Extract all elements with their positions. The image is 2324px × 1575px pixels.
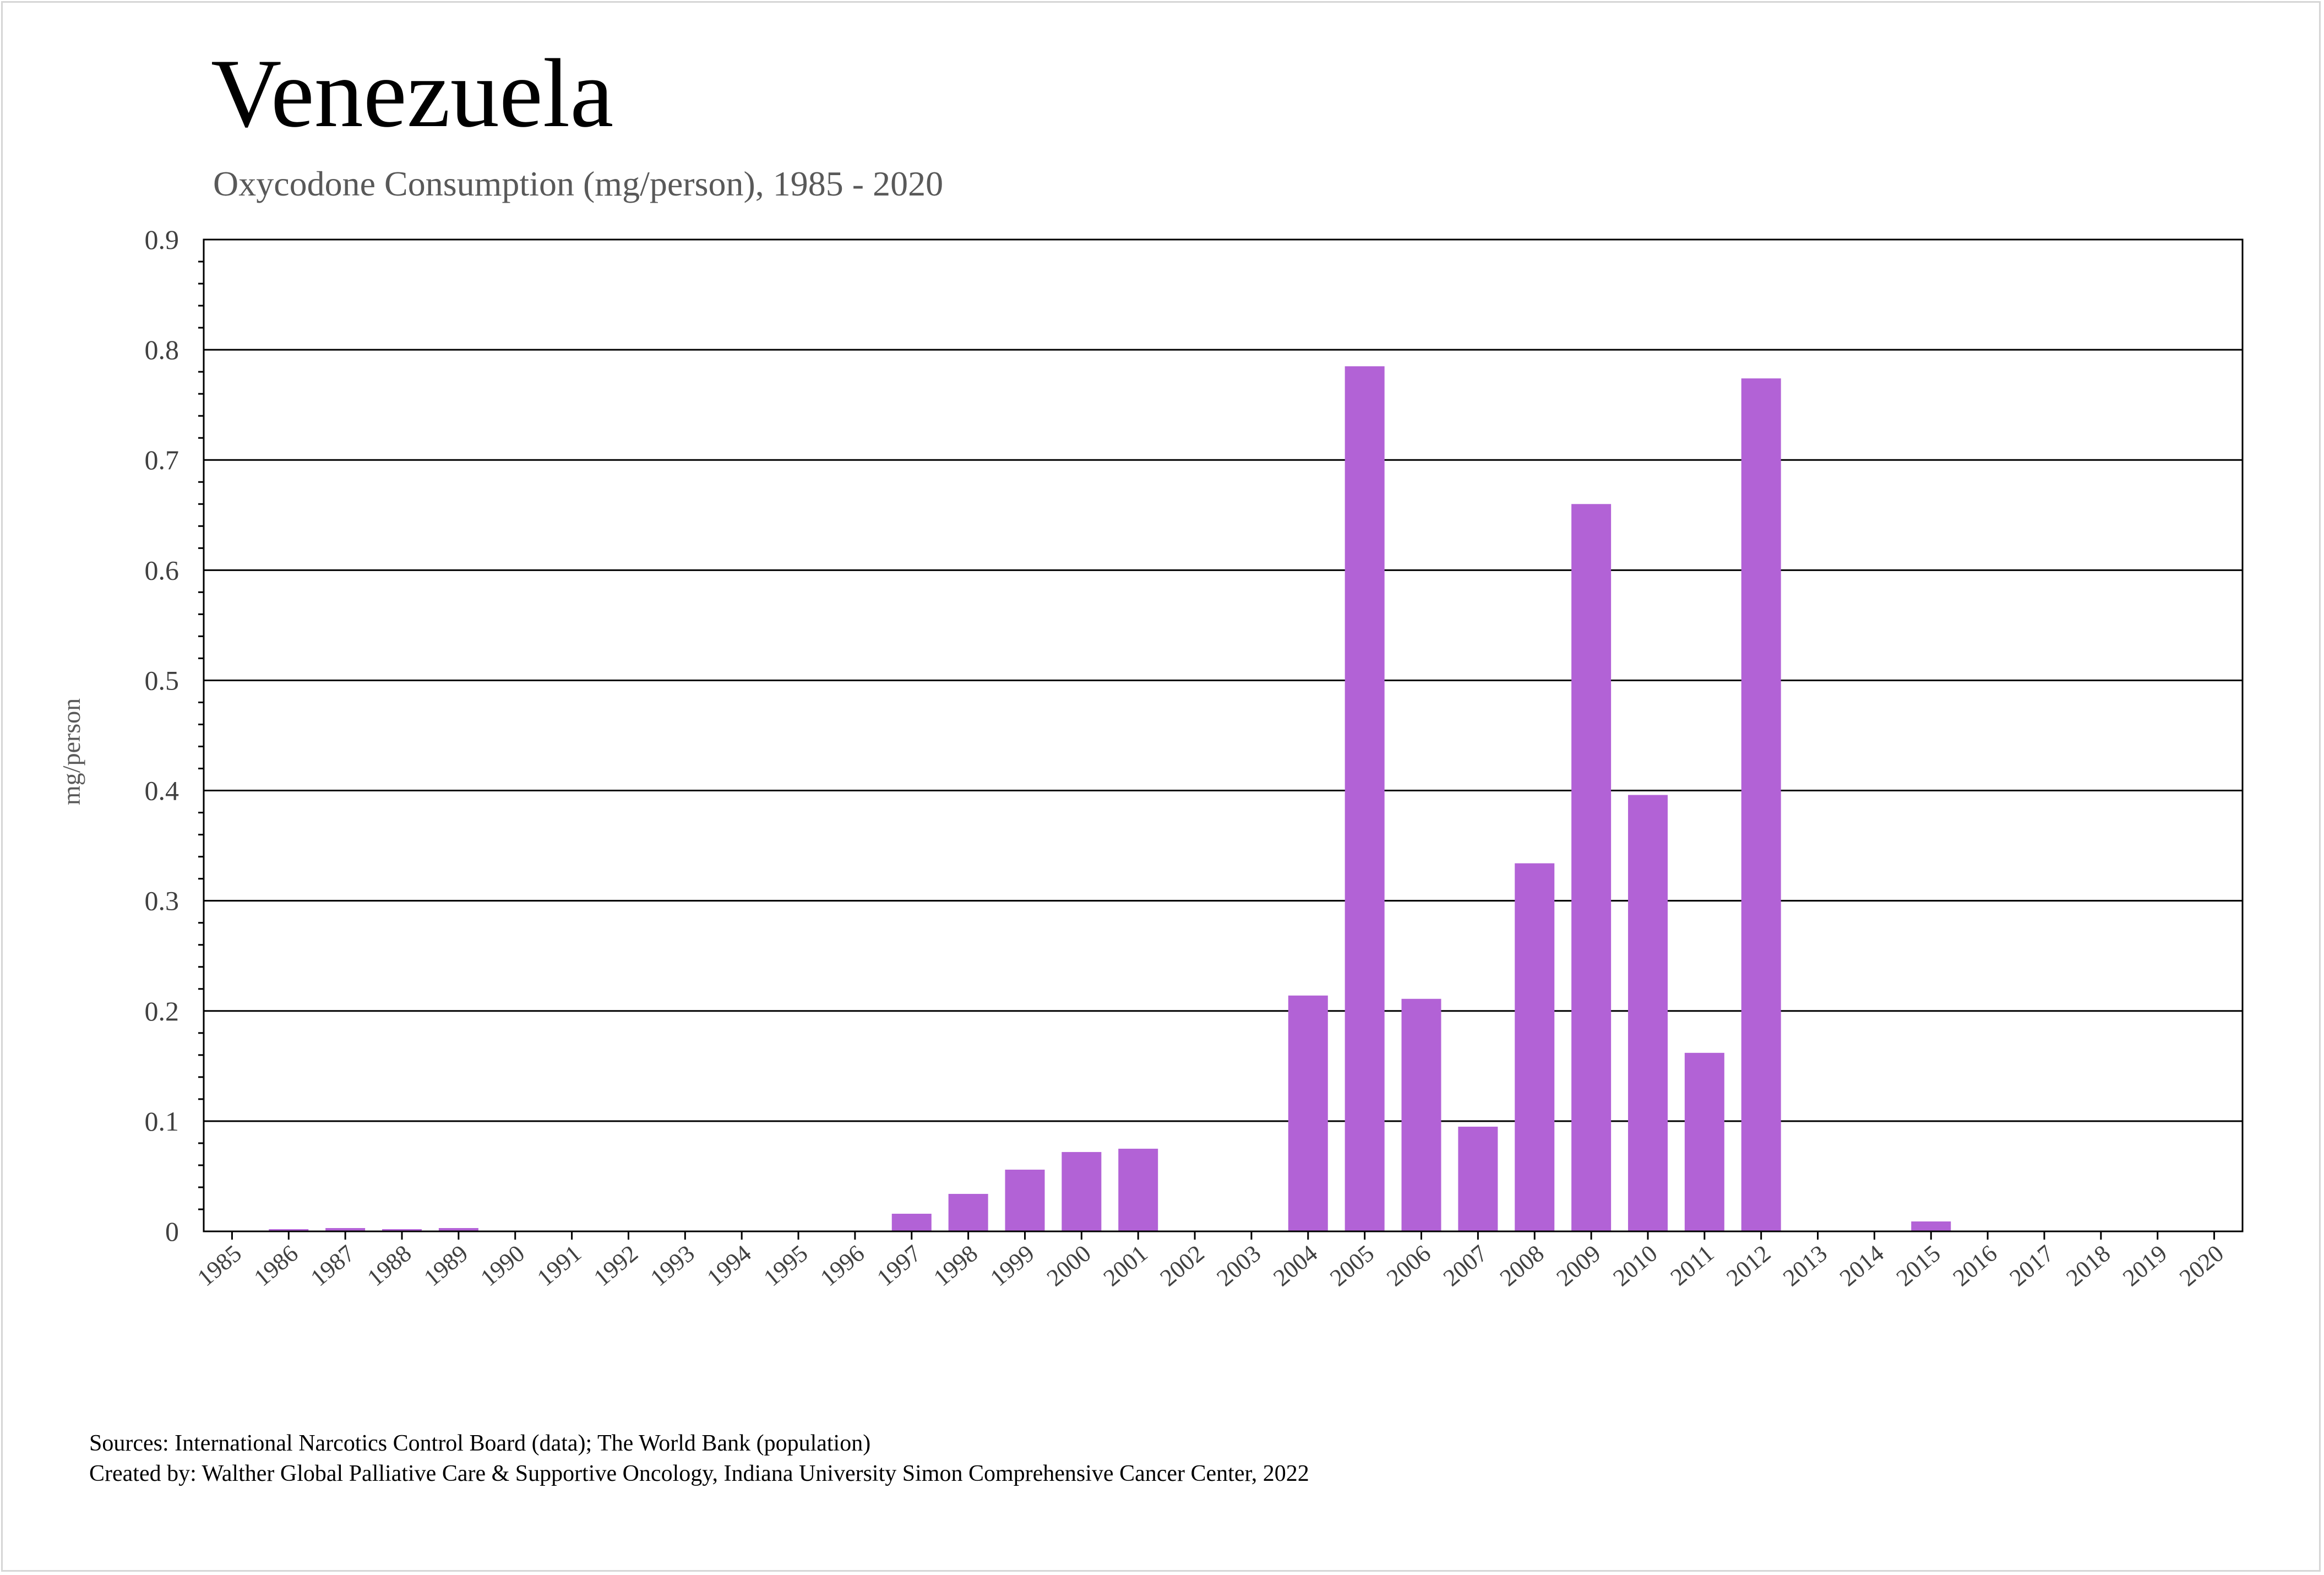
y-tick-label: 0.8 xyxy=(145,334,179,365)
x-tick-label: 1985 xyxy=(192,1240,247,1291)
axes xyxy=(203,238,2244,1240)
x-tick-label: 1987 xyxy=(306,1240,360,1291)
y-tick-label: 0.9 xyxy=(145,224,179,255)
bar-2004 xyxy=(1288,995,1328,1231)
x-tick-labels: 1985 1986 1987 1988 1989 1990 1991 1992 1993 1994… xyxy=(192,1240,2229,1291)
x-tick-label: 2017 xyxy=(2005,1240,2059,1291)
bar-2007 xyxy=(1458,1126,1498,1231)
plot-area-border xyxy=(203,238,2244,1232)
x-tick-label: 1997 xyxy=(872,1240,926,1291)
x-tick-label: 2012 xyxy=(1721,1240,1776,1291)
bar-1989 xyxy=(438,1228,478,1231)
chart-subtitle: Oxycodone Consumption (mg/person), 1985 … xyxy=(213,164,944,203)
y-tick-label: 0.6 xyxy=(145,555,179,585)
credit-note: Created by: Walther Global Palliative Ca… xyxy=(89,1461,1309,1486)
bar-2006 xyxy=(1401,998,1441,1231)
x-tick-label: 2013 xyxy=(1778,1240,1832,1291)
bar-1998 xyxy=(948,1193,988,1231)
x-tick-label: 1988 xyxy=(362,1240,417,1291)
bar-2012 xyxy=(1741,378,1781,1231)
bar-2009 xyxy=(1571,504,1612,1232)
y-tick-label: 0.2 xyxy=(145,996,179,1027)
x-tick-label: 2009 xyxy=(1552,1240,1606,1291)
bar-1986 xyxy=(269,1229,309,1231)
bar-2010 xyxy=(1628,795,1668,1231)
x-tick-label: 1996 xyxy=(815,1240,869,1291)
x-tick-label: 1990 xyxy=(475,1240,530,1291)
x-tick-label: 2010 xyxy=(1608,1240,1662,1291)
x-tick-label: 1993 xyxy=(645,1240,700,1291)
bar-2000 xyxy=(1062,1152,1102,1231)
y-tick-label: 0 xyxy=(165,1216,179,1247)
x-tick-label: 1999 xyxy=(985,1240,1039,1291)
y-tick-label: 0.1 xyxy=(145,1106,179,1137)
x-tick-label: 2006 xyxy=(1381,1240,1436,1291)
x-tick-label: 2002 xyxy=(1155,1240,1210,1291)
x-tick-label: 2019 xyxy=(2118,1240,2172,1291)
y-minor-ticks xyxy=(198,260,204,1210)
x-tick-label: 1994 xyxy=(702,1240,756,1291)
x-tick-label: 2003 xyxy=(1211,1240,1266,1291)
y-tick-label: 0.7 xyxy=(145,444,179,475)
bar-1997 xyxy=(891,1213,932,1231)
x-tick-label: 2020 xyxy=(2174,1240,2229,1291)
bar-2001 xyxy=(1118,1148,1158,1231)
y-tick-label: 0.5 xyxy=(145,665,179,696)
x-tick-label: 1992 xyxy=(589,1240,643,1291)
x-tick-label: 2001 xyxy=(1098,1240,1153,1291)
bar-2005 xyxy=(1345,366,1385,1231)
x-tick-label: 1989 xyxy=(418,1240,473,1291)
bar-1987 xyxy=(325,1228,366,1231)
x-tick-label: 1986 xyxy=(249,1240,303,1291)
x-tick-label: 2007 xyxy=(1438,1240,1493,1291)
x-tick-label: 1998 xyxy=(928,1240,983,1291)
bar-2008 xyxy=(1515,863,1555,1231)
gridlines xyxy=(204,238,2243,1122)
x-tick-label: 1991 xyxy=(532,1240,586,1291)
y-tick-labels: 0 0.1 0.2 0.3 0.4 0.5 0.6 0.7 0.8 0.9 xyxy=(145,224,179,1247)
bar-1999 xyxy=(1005,1169,1045,1231)
x-tick-label: 2004 xyxy=(1268,1240,1322,1291)
x-tick-label: 2011 xyxy=(1666,1240,1719,1291)
x-tick-label: 2008 xyxy=(1495,1240,1549,1291)
bar-2015 xyxy=(1911,1221,1951,1231)
y-tick-label: 0.4 xyxy=(145,775,179,806)
bar-2011 xyxy=(1684,1052,1724,1231)
chart-title: Venezuela xyxy=(211,39,614,148)
x-tick-label: 2015 xyxy=(1891,1240,1946,1291)
y-axis-label: mg/person xyxy=(57,698,85,805)
x-tick-label: 2018 xyxy=(2061,1240,2115,1291)
y-tick-label: 0.3 xyxy=(145,886,179,916)
x-tick-label: 2000 xyxy=(1042,1240,1096,1291)
source-note: Sources: International Narcotics Control… xyxy=(89,1431,871,1456)
x-tick-label: 2014 xyxy=(1835,1240,1889,1291)
bars xyxy=(269,366,1951,1232)
x-tick-label: 2005 xyxy=(1325,1240,1379,1291)
x-tick-label: 1995 xyxy=(759,1240,813,1291)
x-tick-label: 2016 xyxy=(1948,1240,2002,1291)
bar-1988 xyxy=(382,1229,422,1231)
